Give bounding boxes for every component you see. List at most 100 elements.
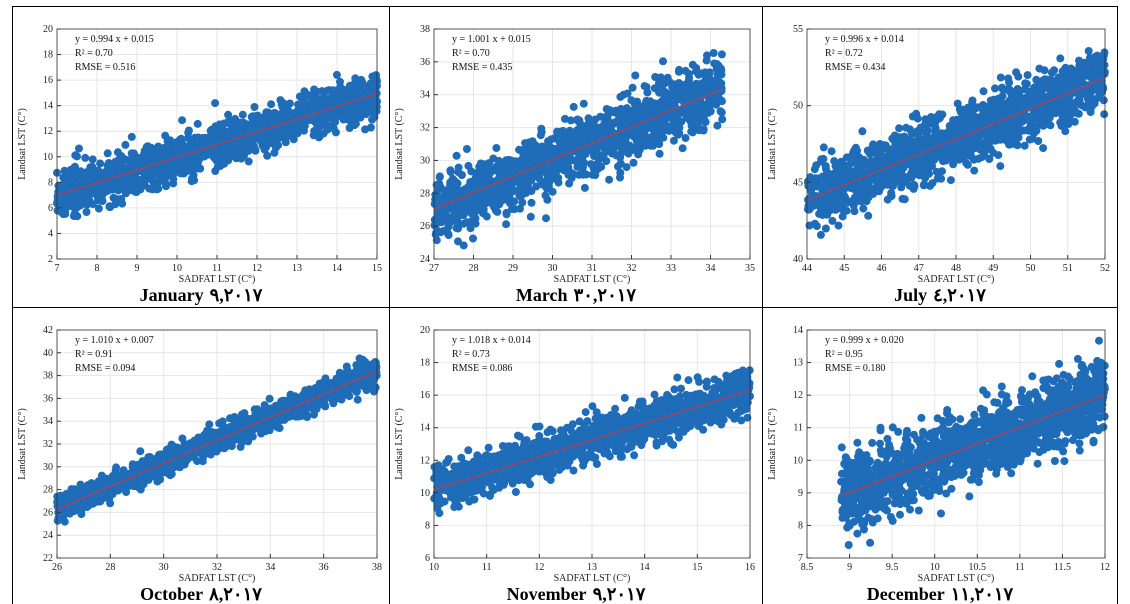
data-point <box>991 84 999 93</box>
caption-date: ۳۰,۲۰۱۷ <box>573 285 637 305</box>
data-point <box>1039 144 1048 153</box>
data-point <box>1054 73 1063 82</box>
data-point <box>505 169 514 178</box>
x-tick-label: 47 <box>914 263 924 274</box>
data-point <box>964 110 973 119</box>
y-tick-label: 2 <box>48 254 53 265</box>
data-point <box>882 165 891 174</box>
data-point <box>236 118 245 127</box>
data-point <box>823 180 832 189</box>
data-point <box>579 99 588 108</box>
data-point <box>709 49 718 57</box>
data-point <box>206 126 215 135</box>
data-point <box>592 150 601 159</box>
data-point <box>868 143 877 152</box>
data-point <box>816 203 825 212</box>
data-point <box>937 174 946 183</box>
x-tick-label: 48 <box>951 263 961 274</box>
data-point <box>446 168 455 176</box>
data-point <box>611 106 620 115</box>
data-point <box>713 121 722 130</box>
data-point <box>184 128 193 137</box>
data-point <box>494 156 503 165</box>
data-point <box>984 102 992 111</box>
data-point <box>527 198 536 207</box>
data-point <box>950 124 959 133</box>
data-point <box>985 110 994 119</box>
data-point <box>922 128 931 137</box>
data-point <box>810 219 819 228</box>
data-point <box>864 211 873 220</box>
data-point <box>931 118 940 127</box>
r-squared-value: R² = 0.72 <box>825 48 863 59</box>
data-point <box>664 100 672 109</box>
data-point <box>334 89 343 97</box>
data-point <box>240 151 248 160</box>
data-point <box>655 133 664 142</box>
data-point <box>505 192 514 201</box>
data-point <box>1086 108 1095 116</box>
data-point <box>69 212 78 220</box>
data-point <box>524 160 533 169</box>
panel-january: 7 8 9 10 11 12 13 14 15 2 4 6 8 10 12 14 16 18 20 SADFAT LS… <box>13 7 389 307</box>
data-point <box>508 205 516 213</box>
data-point <box>953 147 962 156</box>
data-point <box>459 219 468 228</box>
data-point <box>457 171 466 179</box>
data-point <box>120 164 129 173</box>
data-point <box>855 181 864 190</box>
data-point <box>567 135 576 144</box>
data-point <box>597 123 606 132</box>
data-point <box>471 177 479 186</box>
x-tick-label: 34 <box>706 263 716 274</box>
data-point <box>193 119 202 128</box>
data-point <box>678 144 687 153</box>
data-point <box>491 200 499 209</box>
data-point <box>510 197 519 206</box>
data-point <box>573 125 582 134</box>
data-point <box>897 168 906 176</box>
y-tick-label: 50 <box>793 101 803 112</box>
data-point <box>996 73 1005 82</box>
data-point <box>242 138 251 147</box>
x-tick-label: 13 <box>292 263 302 274</box>
y-tick-label: 45 <box>793 177 803 188</box>
data-point <box>145 184 154 193</box>
data-point <box>94 204 103 213</box>
caption-july: July ٤,۲۰۱۷ <box>763 285 1117 305</box>
data-point <box>538 180 547 189</box>
data-point <box>96 196 105 205</box>
data-point <box>831 162 840 171</box>
data-point <box>1099 84 1108 93</box>
data-point <box>492 144 501 152</box>
data-point <box>238 110 247 119</box>
data-point <box>1067 64 1075 73</box>
data-point <box>925 137 934 146</box>
data-point <box>312 120 321 129</box>
data-point <box>165 146 174 155</box>
data-point <box>466 224 475 233</box>
x-tick-label: 12 <box>252 263 262 274</box>
y-tick-label: 24 <box>420 254 430 265</box>
data-point <box>103 149 112 158</box>
data-point <box>842 206 851 215</box>
data-point <box>1049 83 1058 92</box>
data-point <box>1056 118 1065 127</box>
data-point <box>593 159 602 168</box>
data-point <box>459 241 468 250</box>
data-point <box>961 151 969 160</box>
data-point <box>183 167 192 176</box>
data-point <box>625 141 634 150</box>
data-point <box>487 168 495 177</box>
fit-line <box>56 93 378 197</box>
x-tick-label: 14 <box>332 263 342 274</box>
data-point <box>1012 68 1021 77</box>
data-point <box>162 182 170 191</box>
data-point <box>142 142 151 151</box>
data-point <box>1034 137 1043 145</box>
data-point <box>368 115 377 124</box>
data-point <box>454 237 462 246</box>
data-point <box>561 114 569 123</box>
x-tick-label: 33 <box>666 263 676 274</box>
data-point <box>357 75 366 84</box>
